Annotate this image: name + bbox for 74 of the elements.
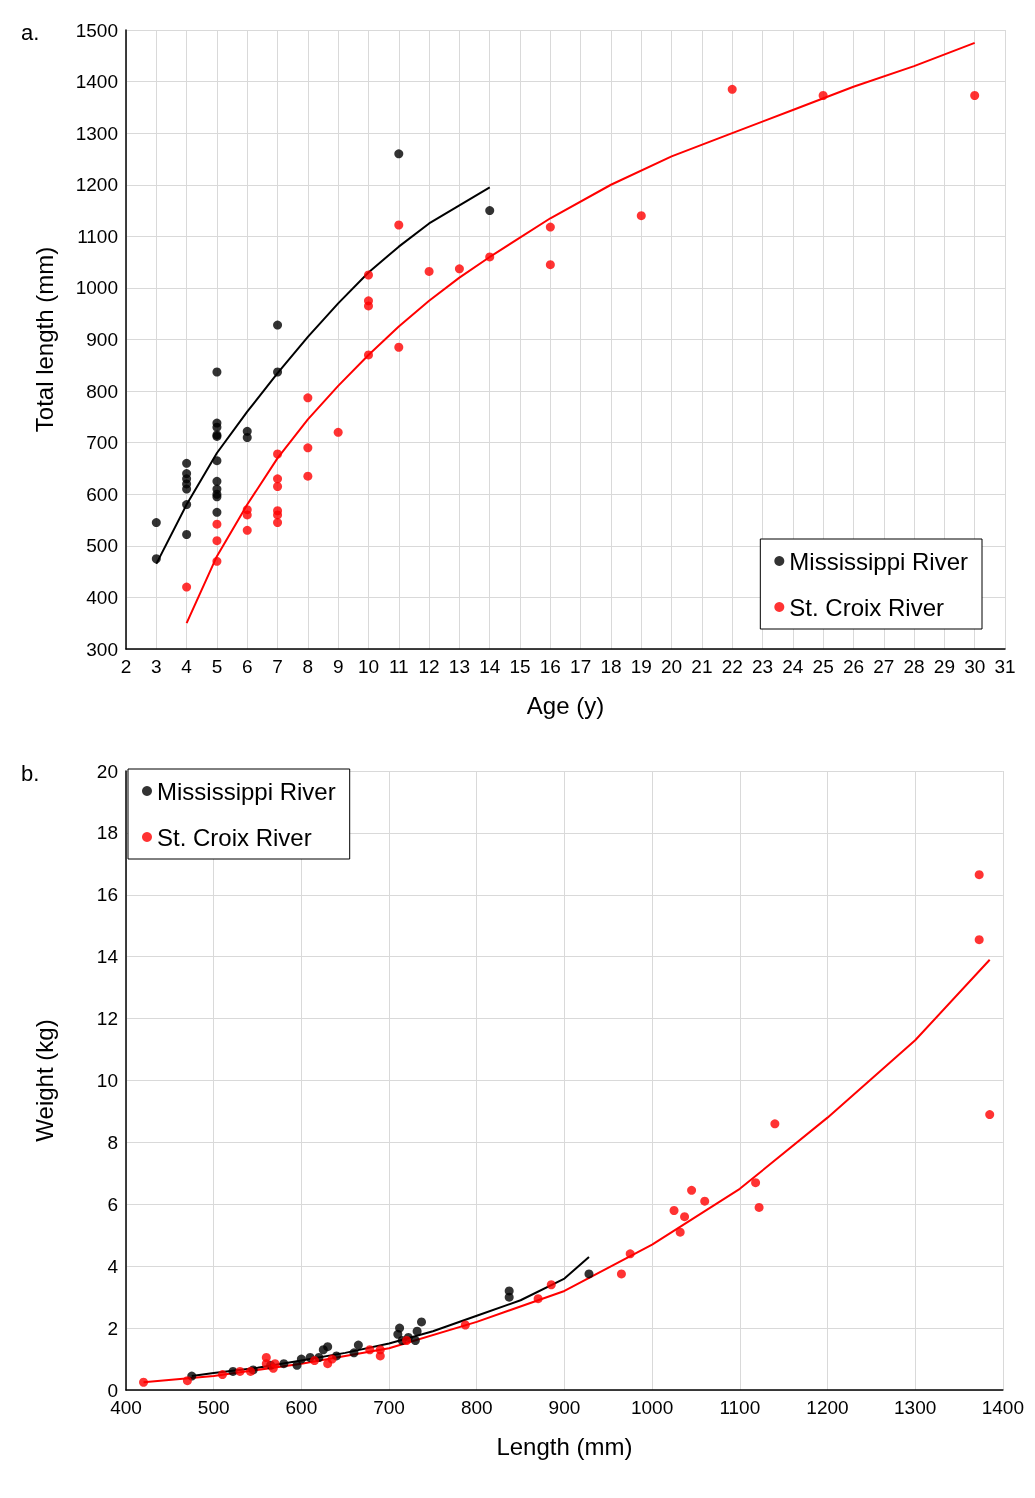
y-tick-label: 900 (86, 329, 118, 350)
x-tick-label: 13 (448, 656, 470, 677)
x-tick-label: 800 (460, 1397, 493, 1418)
x-tick-label: 1300 (894, 1397, 937, 1418)
y-tick-label: 2 (107, 1317, 118, 1339)
x-tick-label: 4 (181, 656, 193, 677)
x-tick-label: 1100 (719, 1397, 761, 1418)
x-tick-label: 1000 (630, 1397, 674, 1418)
legend-label: St. Croix River (157, 823, 312, 851)
y-tick-label: 700 (86, 432, 118, 454)
legend-label: St. Croix River (789, 593, 945, 621)
y-tick-label: 400 (86, 586, 118, 608)
x-tick-label: 3 (151, 656, 162, 677)
y-tick-label: 20 (96, 760, 118, 782)
y-tick-label: 1400 (75, 71, 118, 93)
y-tick-label: 0 (107, 1379, 118, 1401)
x-tick-label: 600 (285, 1397, 318, 1418)
x-tick-label: 6 (241, 656, 253, 677)
x-tick-label: 28 (903, 656, 925, 677)
x-tick-label: 14 (479, 656, 501, 677)
y-tick-label: 1500 (75, 19, 118, 41)
x-tick-label: 2 (120, 656, 132, 677)
x-tick-label: 31 (994, 656, 1016, 677)
x-tick-label: 15 (509, 656, 531, 677)
y-tick-label: 8 (107, 1131, 118, 1153)
chart-title: b. (21, 760, 40, 786)
x-tick-label: 23 (751, 656, 774, 677)
y-tick-label: 6 (107, 1193, 118, 1215)
x-tick-label: 19 (630, 656, 652, 677)
x-axis-title: Age (y) (526, 691, 605, 719)
x-tick-label: 25 (812, 656, 834, 677)
y-tick-label: 500 (86, 535, 118, 557)
y-tick-label: 1300 (75, 122, 118, 144)
x-tick-label: 27 (873, 656, 895, 677)
y-tick-label: 1100 (77, 225, 118, 247)
y-axis-title: Weight (kg) (30, 1019, 58, 1142)
x-axis-title: Length (mm) (496, 1432, 633, 1460)
x-tick-label: 26 (842, 656, 865, 677)
x-tick-label: 21 (691, 656, 713, 677)
x-tick-label: 9 (332, 656, 344, 677)
x-tick-label: 24 (782, 656, 804, 677)
x-tick-label: 30 (964, 656, 986, 677)
chart-title: a. (21, 19, 40, 45)
x-tick-label: 700 (373, 1397, 405, 1418)
x-tick-label: 12 (418, 656, 440, 677)
y-tick-label: 14 (96, 946, 119, 968)
legend-label: Mississippi River (789, 547, 969, 575)
x-tick-label: 20 (661, 656, 683, 677)
y-tick-label: 300 (86, 638, 118, 660)
x-tick-label: 500 (197, 1397, 230, 1418)
x-tick-label: 7 (272, 656, 283, 677)
x-tick-label: 11 (388, 656, 409, 677)
legend-label: Mississippi River (157, 777, 336, 805)
x-tick-label: 17 (570, 656, 592, 677)
x-tick-label: 18 (600, 656, 622, 677)
x-tick-label: 16 (539, 656, 561, 677)
y-tick-label: 4 (107, 1255, 119, 1277)
x-tick-label: 1200 (806, 1397, 849, 1418)
x-tick-label: 8 (302, 656, 314, 677)
y-tick-label: 1200 (75, 174, 118, 196)
x-tick-label: 5 (211, 656, 223, 677)
x-tick-label: 22 (721, 656, 743, 677)
y-tick-label: 600 (86, 483, 118, 505)
y-tick-label: 16 (96, 884, 118, 906)
y-tick-label: 10 (96, 1070, 118, 1091)
x-tick-label: 1400 (981, 1397, 1025, 1418)
y-tick-label: 18 (96, 822, 118, 844)
x-tick-label: 10 (357, 656, 380, 677)
y-tick-label: 800 (86, 380, 118, 402)
y-axis-title: Total length (mm) (30, 246, 58, 433)
y-tick-label: 1000 (75, 277, 118, 299)
x-tick-label: 29 (933, 656, 955, 677)
x-tick-label: 900 (548, 1397, 581, 1418)
y-tick-label: 12 (96, 1008, 118, 1030)
